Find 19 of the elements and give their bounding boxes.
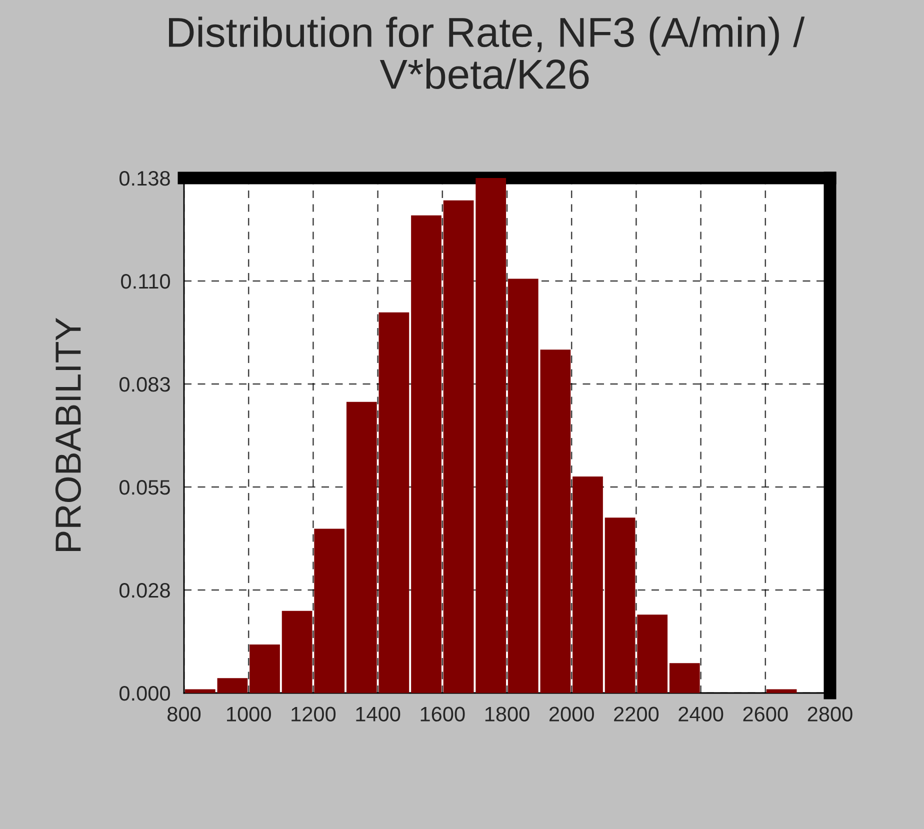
- x-tick-label: 2000: [549, 706, 594, 722]
- y-tick-label: 0.055: [119, 480, 170, 495]
- y-tick-label: 0.110: [121, 274, 170, 289]
- x-tick-label: 1400: [356, 706, 400, 722]
- y-tick-label: 0.083: [119, 377, 170, 392]
- chart-title: Distribution for Rate, NF3 (A/min) / V*beta/K26: [169, 16, 805, 90]
- y-tick-label: 0.000: [119, 686, 170, 701]
- x-tick-label: 2600: [743, 706, 788, 722]
- x-tick-label: 800: [168, 706, 201, 722]
- x-tick-label: 1800: [485, 706, 530, 722]
- y-axis-title: PROBABILITY: [55, 318, 81, 551]
- x-tick-label: 2400: [678, 706, 724, 722]
- y-tick-label: 0.138: [119, 171, 170, 186]
- y-tick-label: 0.028: [119, 583, 170, 598]
- x-tick-label: 1600: [420, 706, 465, 722]
- x-tick-label: 2200: [614, 706, 659, 722]
- x-tick-label: 2800: [808, 706, 852, 722]
- x-tick-label: 1000: [227, 706, 271, 722]
- x-tick-label: 1200: [292, 706, 336, 722]
